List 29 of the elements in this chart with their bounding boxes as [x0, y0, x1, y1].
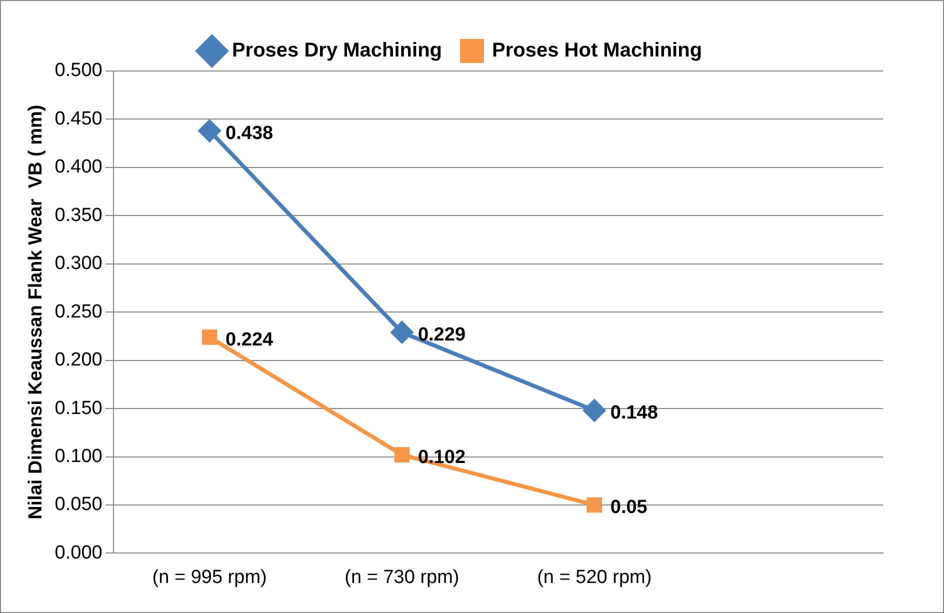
- point: [394, 447, 410, 462]
- y-tick-label: 0.000: [54, 542, 102, 564]
- y-tick-label: 0.300: [54, 253, 102, 274]
- y-tick-label: 0.150: [54, 398, 102, 419]
- legend-label: Proses Dry Machining: [232, 40, 442, 62]
- point: [586, 497, 602, 513]
- data-label: 0.148: [610, 402, 658, 424]
- y-tick-label: 0.200: [54, 350, 102, 371]
- point: [198, 120, 221, 142]
- x-tick-label: (n = 995 rpm): [152, 566, 267, 588]
- data-label: 0.102: [418, 447, 466, 468]
- y-tick-label: 0.350: [54, 204, 102, 226]
- legend-label: Proses Hot Machining: [492, 40, 702, 62]
- y-tick-label: 0.050: [54, 494, 102, 516]
- data-label: 0.05: [610, 497, 648, 518]
- y-axis-title: Nilai Dimensi Keaussan Flank Wear VB ( mm): [26, 104, 47, 520]
- point: [202, 330, 218, 345]
- x-tick-label: (n = 730 rpm): [344, 566, 460, 588]
- y-tick-label: 0.500: [54, 60, 102, 82]
- y-tick-label: 0.100: [54, 446, 102, 467]
- x-tick-label: (n = 520 rpm): [537, 566, 652, 588]
- data-label: 0.438: [226, 123, 274, 144]
- y-tick-label: 0.250: [54, 301, 102, 322]
- data-label: 0.229: [418, 324, 466, 346]
- data-label: 0.224: [226, 329, 274, 350]
- y-tick-label: 0.400: [54, 156, 102, 178]
- point: [583, 399, 606, 422]
- point: [390, 321, 413, 344]
- y-tick-label: 0.450: [54, 108, 102, 130]
